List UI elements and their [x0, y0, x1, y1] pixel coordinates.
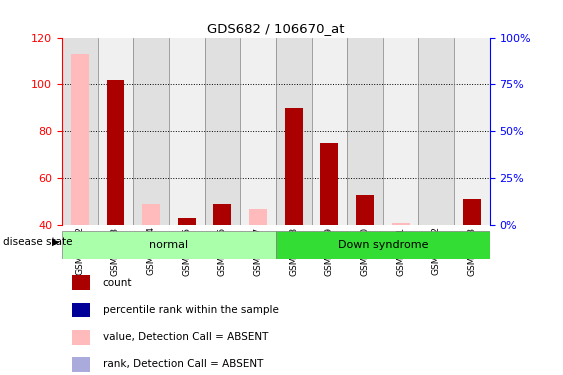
Bar	[133, 38, 169, 225]
Bar	[383, 38, 418, 225]
Bar	[213, 204, 231, 225]
Bar	[276, 231, 490, 259]
Text: ▶: ▶	[52, 237, 59, 247]
Text: count: count	[102, 278, 132, 288]
Text: percentile rank within the sample: percentile rank within the sample	[102, 305, 279, 315]
Text: Down syndrome: Down syndrome	[338, 240, 428, 250]
Bar	[311, 38, 347, 225]
Bar	[97, 38, 133, 225]
Bar	[106, 80, 124, 225]
Bar	[72, 303, 90, 317]
Bar	[72, 275, 90, 290]
Bar	[62, 38, 97, 225]
Bar	[178, 218, 196, 225]
Bar	[142, 204, 160, 225]
Bar	[72, 330, 90, 345]
Bar	[240, 38, 276, 225]
Bar	[169, 38, 204, 225]
Bar	[71, 54, 89, 225]
Bar	[418, 38, 454, 225]
Bar	[249, 209, 267, 225]
Bar	[454, 38, 490, 225]
Text: rank, Detection Call = ABSENT: rank, Detection Call = ABSENT	[102, 360, 263, 369]
Bar	[72, 357, 90, 372]
Bar	[392, 223, 410, 225]
Bar	[463, 199, 481, 225]
Text: value, Detection Call = ABSENT: value, Detection Call = ABSENT	[102, 332, 268, 342]
Bar	[62, 231, 276, 259]
Text: normal: normal	[149, 240, 189, 250]
Bar	[276, 38, 311, 225]
Bar	[356, 195, 374, 225]
Bar	[285, 108, 303, 225]
Bar	[204, 38, 240, 225]
Text: disease state: disease state	[3, 237, 72, 247]
Bar	[320, 143, 338, 225]
Title: GDS682 / 106670_at: GDS682 / 106670_at	[207, 22, 345, 35]
Bar	[347, 38, 383, 225]
